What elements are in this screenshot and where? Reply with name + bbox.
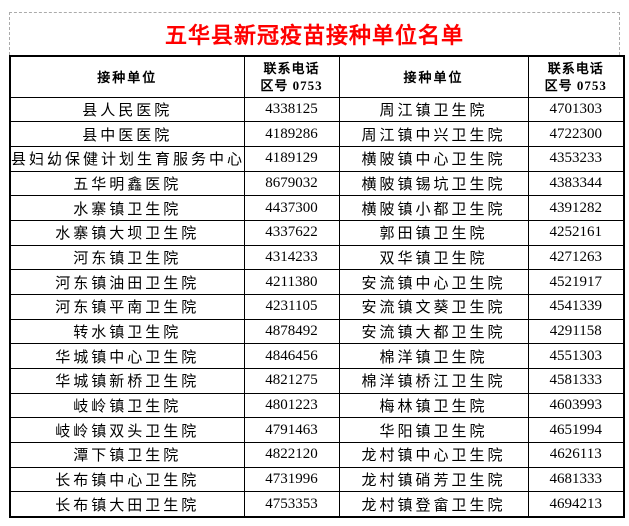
unit-cell-right: 横陂镇小都卫生院: [338, 195, 529, 221]
phone-cell-right: 4681333: [527, 466, 625, 493]
phone-cell-left: 4791463: [243, 417, 340, 443]
unit-cell-right: 郭田镇卫生院: [338, 219, 529, 246]
unit-cell-right: 周江镇卫生院: [338, 96, 529, 123]
unit-cell-right: 棉洋镇卫生院: [338, 343, 529, 369]
header-phone-line2: 区号 0753: [544, 77, 607, 93]
unit-cell-left: 潭下镇卫生院: [9, 441, 245, 468]
phone-cell-left: 4821275: [243, 367, 340, 394]
unit-cell-right: 梅林镇卫生院: [338, 392, 529, 419]
table-row: 岐岭镇卫生院 4801223 梅林镇卫生院 4603993: [9, 392, 625, 419]
unit-cell-left: 水寨镇大坝卫生院: [9, 219, 245, 246]
phone-cell-left: 4437300: [243, 195, 340, 221]
header-row: 接种单位 联系电话 区号 0753 接种单位 联系电话 区号 0753: [9, 55, 625, 98]
phone-cell-left: 4338125: [243, 96, 340, 123]
phone-cell-left: 4731996: [243, 466, 340, 493]
phone-cell-left: 8679032: [243, 170, 340, 197]
unit-cell-left: 河东镇平南卫生院: [9, 293, 245, 320]
unit-cell-right: 横陂镇中心卫生院: [338, 145, 529, 172]
page-title: 五华县新冠疫苗接种单位名单: [164, 23, 464, 48]
phone-cell-left: 4314233: [243, 244, 340, 271]
unit-cell-right: 安流镇文葵卫生院: [338, 293, 529, 320]
table-row: 潭下镇卫生院 4822120 龙村镇中心卫生院 4626113: [9, 441, 625, 468]
header-phone-line2: 区号 0753: [260, 77, 323, 93]
header-phone-line1: 联系电话: [263, 60, 320, 76]
table-row: 华城镇中心卫生院 4846456 棉洋镇卫生院 4551303: [9, 343, 625, 369]
unit-cell-right: 棉洋镇桥江卫生院: [338, 367, 529, 394]
unit-cell-left: 河东镇油田卫生院: [9, 269, 245, 295]
phone-cell-left: 4337622: [243, 219, 340, 246]
table-row: 长布镇大田卫生院 4753353 龙村镇登畲卫生院 4694213: [9, 491, 625, 518]
unit-cell-right: 横陂镇锡坑卫生院: [338, 170, 529, 197]
header-unit-left: 接种单位: [9, 55, 245, 98]
unit-cell-left: 转水镇卫生院: [9, 318, 245, 345]
unit-cell-right: 双华镇卫生院: [338, 244, 529, 271]
phone-cell-right: 4252161: [527, 219, 625, 246]
unit-cell-right: 龙村镇登畲卫生院: [338, 491, 529, 518]
vaccination-units-table: 接种单位 联系电话 区号 0753 接种单位 联系电话 区号 0753 县人民医…: [9, 55, 625, 518]
phone-cell-left: 4211380: [243, 269, 340, 295]
phone-cell-right: 4722300: [527, 121, 625, 147]
phone-cell-right: 4353233: [527, 145, 625, 172]
phone-cell-left: 4878492: [243, 318, 340, 345]
unit-cell-left: 华城镇新桥卫生院: [9, 367, 245, 394]
unit-cell-left: 县中医医院: [9, 121, 245, 147]
unit-cell-left: 岐岭镇双头卫生院: [9, 417, 245, 443]
unit-cell-left: 水寨镇卫生院: [9, 195, 245, 221]
table-row: 岐岭镇双头卫生院 4791463 华阳镇卫生院 4651994: [9, 417, 625, 443]
header-phone-left: 联系电话 区号 0753: [243, 55, 340, 98]
unit-cell-right: 安流镇大都卫生院: [338, 318, 529, 345]
phone-cell-right: 4271263: [527, 244, 625, 271]
table-row: 水寨镇大坝卫生院 4337622 郭田镇卫生院 4252161: [9, 219, 625, 246]
unit-cell-right: 龙村镇硝芳卫生院: [338, 466, 529, 493]
unit-cell-left: 岐岭镇卫生院: [9, 392, 245, 419]
table-row: 五华明鑫医院 8679032 横陂镇锡坑卫生院 4383344: [9, 170, 625, 197]
table-body: 县人民医院 4338125 周江镇卫生院 4701303 县中医医院 41892…: [9, 96, 625, 518]
table-row: 河东镇卫生院 4314233 双华镇卫生院 4271263: [9, 244, 625, 271]
unit-cell-left: 县人民医院: [9, 96, 245, 123]
table-row: 长布镇中心卫生院 4731996 龙村镇硝芳卫生院 4681333: [9, 466, 625, 493]
unit-cell-right: 龙村镇中心卫生院: [338, 441, 529, 468]
table-row: 河东镇平南卫生院 4231105 安流镇文葵卫生院 4541339: [9, 293, 625, 320]
unit-cell-right: 安流镇中心卫生院: [338, 269, 529, 295]
unit-cell-left: 县妇幼保健计划生育服务中心: [9, 145, 245, 172]
phone-cell-right: 4701303: [527, 96, 625, 123]
phone-cell-right: 4541339: [527, 293, 625, 320]
phone-cell-left: 4231105: [243, 293, 340, 320]
unit-cell-right: 周江镇中兴卫生院: [338, 121, 529, 147]
header-phone-line1: 联系电话: [547, 60, 604, 76]
table-row: 河东镇油田卫生院 4211380 安流镇中心卫生院 4521917: [9, 269, 625, 295]
unit-cell-left: 华城镇中心卫生院: [9, 343, 245, 369]
phone-cell-right: 4291158: [527, 318, 625, 345]
phone-cell-left: 4189286: [243, 121, 340, 147]
phone-cell-left: 4753353: [243, 491, 340, 518]
unit-cell-right: 华阳镇卫生院: [338, 417, 529, 443]
phone-cell-right: 4651994: [527, 417, 625, 443]
title-box: 五华县新冠疫苗接种单位名单: [9, 12, 620, 55]
phone-cell-left: 4846456: [243, 343, 340, 369]
table-row: 县人民医院 4338125 周江镇卫生院 4701303: [9, 96, 625, 123]
table-row: 华城镇新桥卫生院 4821275 棉洋镇桥江卫生院 4581333: [9, 367, 625, 394]
phone-cell-right: 4391282: [527, 195, 625, 221]
phone-cell-right: 4581333: [527, 367, 625, 394]
phone-cell-left: 4822120: [243, 441, 340, 468]
unit-cell-left: 长布镇大田卫生院: [9, 491, 245, 518]
phone-cell-right: 4383344: [527, 170, 625, 197]
unit-cell-left: 长布镇中心卫生院: [9, 466, 245, 493]
phone-cell-left: 4189129: [243, 145, 340, 172]
phone-cell-right: 4603993: [527, 392, 625, 419]
table-row: 县妇幼保健计划生育服务中心 4189129 横陂镇中心卫生院 4353233: [9, 145, 625, 172]
table-row: 转水镇卫生院 4878492 安流镇大都卫生院 4291158: [9, 318, 625, 345]
header-phone-right: 联系电话 区号 0753: [527, 55, 625, 98]
header-unit-right: 接种单位: [338, 55, 529, 98]
phone-cell-left: 4801223: [243, 392, 340, 419]
phone-cell-right: 4694213: [527, 491, 625, 518]
unit-cell-left: 河东镇卫生院: [9, 244, 245, 271]
table-row: 水寨镇卫生院 4437300 横陂镇小都卫生院 4391282: [9, 195, 625, 221]
phone-cell-right: 4521917: [527, 269, 625, 295]
unit-cell-left: 五华明鑫医院: [9, 170, 245, 197]
table-row: 县中医医院 4189286 周江镇中兴卫生院 4722300: [9, 121, 625, 147]
phone-cell-right: 4626113: [527, 441, 625, 468]
phone-cell-right: 4551303: [527, 343, 625, 369]
